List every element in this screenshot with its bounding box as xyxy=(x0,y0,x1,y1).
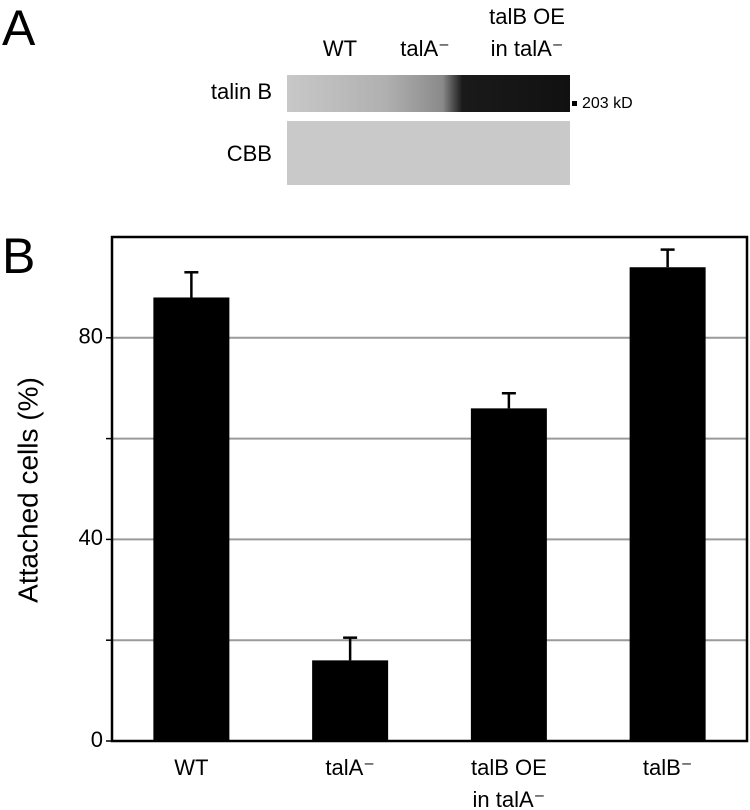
lane-label: talA⁻ xyxy=(400,36,450,61)
blot-band xyxy=(287,75,570,112)
x-tick-label: talB⁻ xyxy=(643,755,693,780)
bar xyxy=(153,297,230,741)
marker-tick xyxy=(572,101,577,106)
y-axis-label: Attached cells (%) xyxy=(12,377,43,603)
marker-label: 203 kD xyxy=(582,95,633,112)
lane-label: talB OE in talA⁻ xyxy=(489,4,565,61)
y-tick-label: 40 xyxy=(79,525,103,550)
x-tick-label: talA⁻ xyxy=(325,755,375,780)
bar xyxy=(312,660,389,741)
row-label: CBB xyxy=(227,141,272,166)
bar xyxy=(629,267,706,741)
x-tick-label: talB OE in talA⁻ xyxy=(471,755,547,810)
y-tick-label: 80 xyxy=(79,324,103,349)
y-tick-label: 0 xyxy=(91,727,103,752)
bar xyxy=(470,408,547,741)
x-tick-label: WT xyxy=(174,755,208,780)
lane-label: WT xyxy=(323,36,357,61)
plot-frame xyxy=(110,235,749,743)
row-label: talin B xyxy=(211,79,272,104)
blot-stain xyxy=(287,121,570,185)
panel-label: B xyxy=(2,228,35,284)
panel-label: A xyxy=(2,0,36,56)
